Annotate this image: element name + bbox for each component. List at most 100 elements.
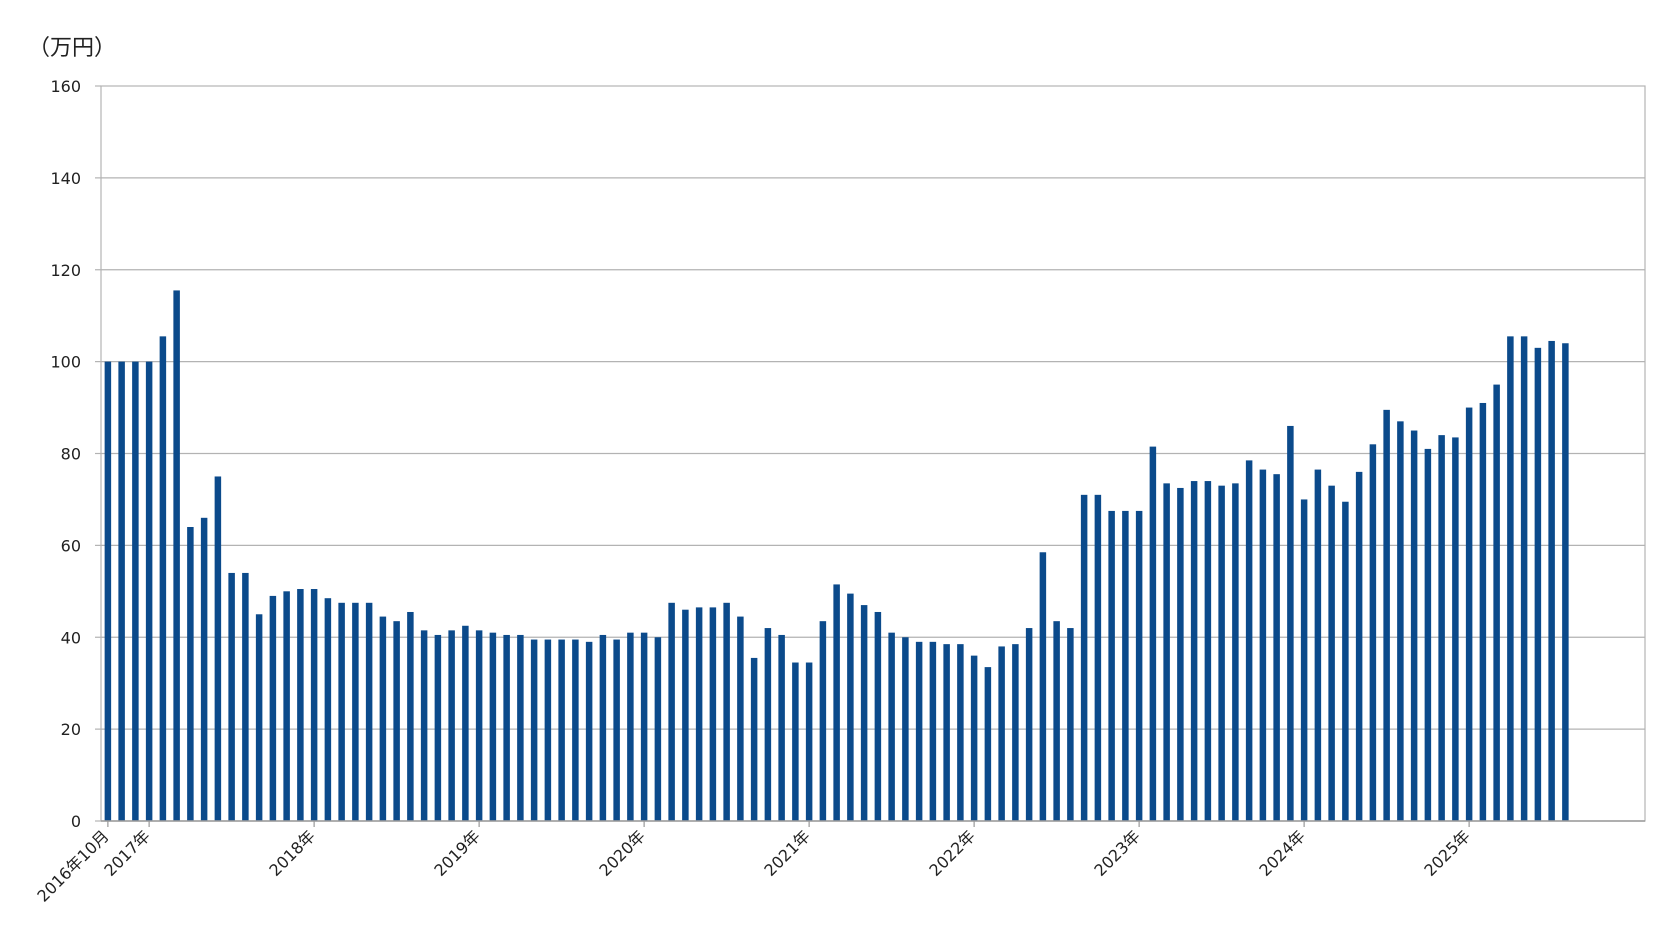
bar <box>310 589 318 821</box>
bar <box>572 639 579 821</box>
bar <box>1218 485 1225 821</box>
y-tick-label: 120 <box>50 261 81 280</box>
bar <box>462 625 469 821</box>
bar <box>737 616 744 821</box>
bar <box>860 605 868 821</box>
bar <box>1369 444 1377 821</box>
bar <box>530 639 538 821</box>
x-tick-label: 2020年 <box>595 826 649 880</box>
bar <box>104 361 112 822</box>
bar <box>1300 499 1308 821</box>
bar <box>778 634 785 821</box>
bar <box>1163 483 1170 821</box>
bar <box>1452 437 1459 821</box>
bar <box>1232 483 1239 821</box>
bar <box>489 632 497 821</box>
bar <box>1520 336 1528 821</box>
bar <box>805 662 813 821</box>
bar <box>1108 510 1115 821</box>
bar <box>448 630 455 821</box>
bar <box>668 602 675 821</box>
bar <box>957 644 964 821</box>
bar <box>283 591 290 821</box>
bar <box>998 646 1005 821</box>
x-tick-label: 2018年 <box>265 826 319 880</box>
bar <box>379 616 387 821</box>
bar <box>365 602 373 821</box>
axes <box>95 85 1646 827</box>
bar <box>640 632 648 821</box>
bar <box>764 628 772 821</box>
bar <box>695 607 703 821</box>
bar <box>585 641 593 821</box>
bar <box>943 644 950 821</box>
bar <box>613 639 620 821</box>
bar <box>874 611 882 821</box>
bar <box>1204 481 1212 821</box>
bar <box>1562 343 1569 821</box>
bar <box>1080 494 1088 821</box>
bars <box>104 290 1569 822</box>
bar <box>1328 485 1335 821</box>
x-tick-label: 2017年 <box>100 826 154 880</box>
bar <box>1245 460 1253 821</box>
bar <box>1122 510 1129 821</box>
bar <box>1067 628 1074 821</box>
bar <box>833 584 840 821</box>
bar <box>544 639 552 821</box>
bar <box>338 602 345 821</box>
bar <box>558 639 565 821</box>
bar <box>1507 336 1514 821</box>
bar <box>627 632 634 821</box>
bar <box>970 655 978 822</box>
bar <box>1012 644 1019 821</box>
bar <box>228 572 235 821</box>
bar <box>269 595 277 821</box>
bar <box>352 602 359 821</box>
x-tick-label: 2023年 <box>1090 826 1144 880</box>
bar <box>709 607 717 821</box>
bar <box>1534 347 1542 821</box>
bar <box>187 527 194 821</box>
x-tick-label: 2022年 <box>925 826 979 880</box>
y-unit-label: （万円） <box>28 36 117 61</box>
bar <box>915 641 923 821</box>
bar <box>1479 402 1487 821</box>
bar <box>1259 469 1267 821</box>
bar <box>1397 421 1404 821</box>
bar <box>1149 446 1157 821</box>
bar <box>1342 501 1349 821</box>
y-tick-label: 0 <box>71 812 81 831</box>
bar <box>723 602 730 821</box>
bar <box>929 641 937 821</box>
y-tick-label: 40 <box>61 628 81 647</box>
bar <box>393 621 400 821</box>
bar <box>1025 628 1033 821</box>
bar <box>1438 435 1445 822</box>
bar <box>159 336 167 821</box>
bar <box>847 593 854 821</box>
bar <box>1355 471 1363 822</box>
bar <box>819 621 827 821</box>
bar <box>1410 430 1418 821</box>
bar <box>214 476 222 821</box>
bar <box>173 290 180 821</box>
x-tick-label: 2025年 <box>1420 826 1474 880</box>
bar <box>792 662 799 821</box>
y-tick-label: 80 <box>61 445 81 464</box>
bar <box>1383 409 1390 821</box>
bar <box>984 667 992 821</box>
bar <box>503 634 510 821</box>
y-tick-label: 100 <box>50 353 81 372</box>
bar <box>1424 448 1432 821</box>
bar <box>1135 510 1143 821</box>
bar <box>145 361 153 822</box>
bar <box>888 632 895 821</box>
bar <box>242 572 249 821</box>
bar <box>1287 425 1294 821</box>
bar <box>420 630 428 821</box>
y-tick-label: 60 <box>61 536 81 555</box>
